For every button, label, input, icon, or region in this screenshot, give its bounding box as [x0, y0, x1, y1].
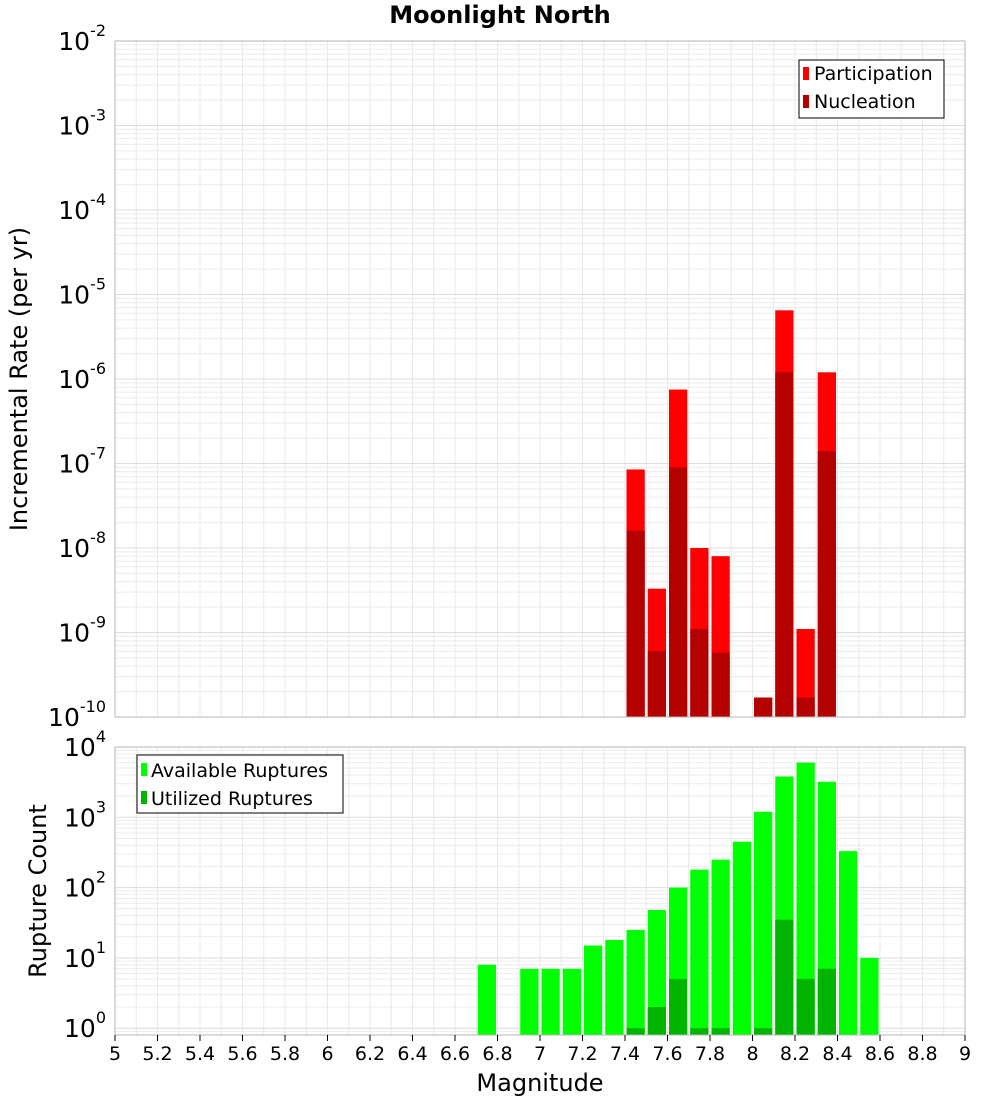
top-legend-box — [798, 59, 945, 119]
x-tick-label: 8.8 — [907, 1043, 937, 1065]
legend-swatch-participation — [803, 67, 809, 80]
bottom-bar-s1 — [520, 968, 539, 1035]
x-tick-label: 6 — [321, 1043, 333, 1065]
top-y-tick-label: 10-2 — [58, 21, 106, 56]
bottom-legend: Available Ruptures Utilized Ruptures — [136, 754, 344, 814]
bottom-bar-s1 — [754, 811, 773, 1035]
x-tick-label: 5.6 — [227, 1043, 257, 1065]
bottom-bar-s1 — [562, 968, 581, 1035]
x-tick-label: 6.4 — [397, 1043, 427, 1065]
chart-title: Moonlight North — [389, 1, 610, 29]
top-bar-s2 — [817, 451, 836, 717]
top-bar-s2 — [626, 530, 645, 717]
bottom-bar-s1 — [796, 762, 815, 1035]
bottom-bar-s1 — [605, 939, 624, 1035]
bottom-bar-s1 — [732, 841, 751, 1035]
legend-label-utilized: Utilized Ruptures — [151, 788, 313, 810]
bottom-bar-s1 — [690, 869, 709, 1035]
legend-label-participation: Participation — [814, 63, 933, 85]
x-tick-label: 7.4 — [610, 1043, 640, 1065]
x-tick-label: 8 — [746, 1043, 758, 1065]
x-tick-label: 6.8 — [482, 1043, 512, 1065]
bottom-bar-s1 — [647, 910, 666, 1035]
x-axis-label: Magnitude — [476, 1069, 603, 1097]
bottom-bar-s2 — [669, 979, 688, 1035]
x-tick-label: 5.8 — [270, 1043, 300, 1065]
bottom-bars — [477, 762, 879, 1035]
x-tick-label: 5.2 — [142, 1043, 172, 1065]
bottom-y-tick-label: 100 — [64, 1008, 106, 1043]
top-bars — [626, 310, 836, 717]
bottom-bar-s2 — [711, 1028, 730, 1035]
bottom-bar-s2 — [690, 1028, 709, 1035]
top-plot-frame — [114, 40, 966, 718]
top-y-tick-label: 10-4 — [58, 190, 106, 225]
x-tick-label: 7.6 — [652, 1043, 682, 1065]
top-legend: Participation Nucleation — [798, 59, 945, 119]
bottom-bar-s2 — [754, 1028, 773, 1035]
x-tick-label: 8.6 — [865, 1043, 895, 1065]
bottom-legend-box — [136, 754, 344, 814]
bottom-bar-s1 — [860, 957, 879, 1035]
top-panel: 10-10 10-9 10-8 10-7 10-6 10-5 10-4 10-3 10-2 In… — [5, 21, 966, 732]
top-y-tick-label: 10-3 — [58, 106, 106, 141]
bottom-bar-s1 — [477, 964, 496, 1035]
x-tick-label: 5.4 — [185, 1043, 215, 1065]
top-y-tick-label: 10-6 — [58, 359, 106, 394]
bottom-bar-s2 — [647, 1007, 666, 1035]
top-bar-s2 — [690, 629, 709, 717]
bottom-bar-s1 — [584, 945, 603, 1035]
bottom-y-tick-label: 101 — [64, 938, 106, 973]
x-tick-label: 5 — [109, 1043, 121, 1065]
x-tick-label: 6.6 — [440, 1043, 470, 1065]
x-tick-label: 7.2 — [567, 1043, 597, 1065]
bottom-y-axis-label: Rupture Count — [24, 804, 52, 978]
x-tick-label: 6.2 — [355, 1043, 385, 1065]
legend-swatch-available — [141, 763, 147, 776]
bottom-y-ticks: 100 101 102 103 104 — [64, 727, 106, 1043]
top-bar-s2 — [669, 467, 688, 717]
x-ticks: 5 5.2 5.4 5.6 5.8 6 6.2 6.4 6.6 6.8 7 7.2 7.4 7.6 7.8 8… — [109, 1035, 971, 1065]
top-y-tick-label: 10-5 — [58, 275, 106, 310]
top-bar-s2 — [711, 652, 730, 717]
bottom-bar-s2 — [626, 1028, 645, 1035]
legend-label-nucleation: Nucleation — [814, 91, 916, 113]
bottom-panel: 100 101 102 103 104 5 5.2 5.4 5.6 5.8 6 6.2 6.4 6.6 6… — [24, 727, 971, 1097]
top-bar-s2 — [647, 651, 666, 717]
top-bar-s2 — [796, 697, 815, 717]
top-y-tick-label: 10-7 — [58, 444, 106, 479]
bottom-bar-s2 — [796, 979, 815, 1035]
top-grid — [114, 40, 966, 718]
bottom-y-tick-label: 102 — [64, 868, 106, 903]
top-bar-s2 — [754, 697, 773, 717]
x-tick-label: 8.4 — [822, 1043, 852, 1065]
x-tick-label: 7.8 — [695, 1043, 725, 1065]
top-y-tick-label: 10-9 — [58, 613, 106, 648]
x-tick-label: 8.2 — [780, 1043, 810, 1065]
top-y-tick-label: 10-10 — [48, 697, 106, 732]
x-tick-label: 9 — [959, 1043, 971, 1065]
bottom-bar-s1 — [839, 851, 858, 1035]
bottom-bar-s1 — [541, 968, 560, 1035]
top-bar-s1 — [796, 629, 815, 717]
top-y-ticks: 10-10 10-9 10-8 10-7 10-6 10-5 10-4 10-3 10-2 — [48, 21, 106, 732]
bottom-bar-s2 — [775, 919, 794, 1035]
top-bar-s2 — [775, 372, 794, 717]
top-y-axis-label: Incremental Rate (per yr) — [5, 227, 33, 531]
bottom-bar-s1 — [626, 929, 645, 1035]
legend-label-available: Available Ruptures — [151, 760, 328, 782]
legend-swatch-utilized — [141, 791, 147, 804]
bottom-bar-s2 — [817, 968, 836, 1035]
bottom-bar-s1 — [711, 859, 730, 1035]
bottom-y-tick-label: 104 — [64, 727, 106, 762]
top-y-tick-label: 10-8 — [58, 528, 106, 563]
x-tick-label: 7 — [534, 1043, 546, 1065]
legend-swatch-nucleation — [803, 95, 809, 108]
bottom-y-tick-label: 103 — [64, 797, 106, 832]
